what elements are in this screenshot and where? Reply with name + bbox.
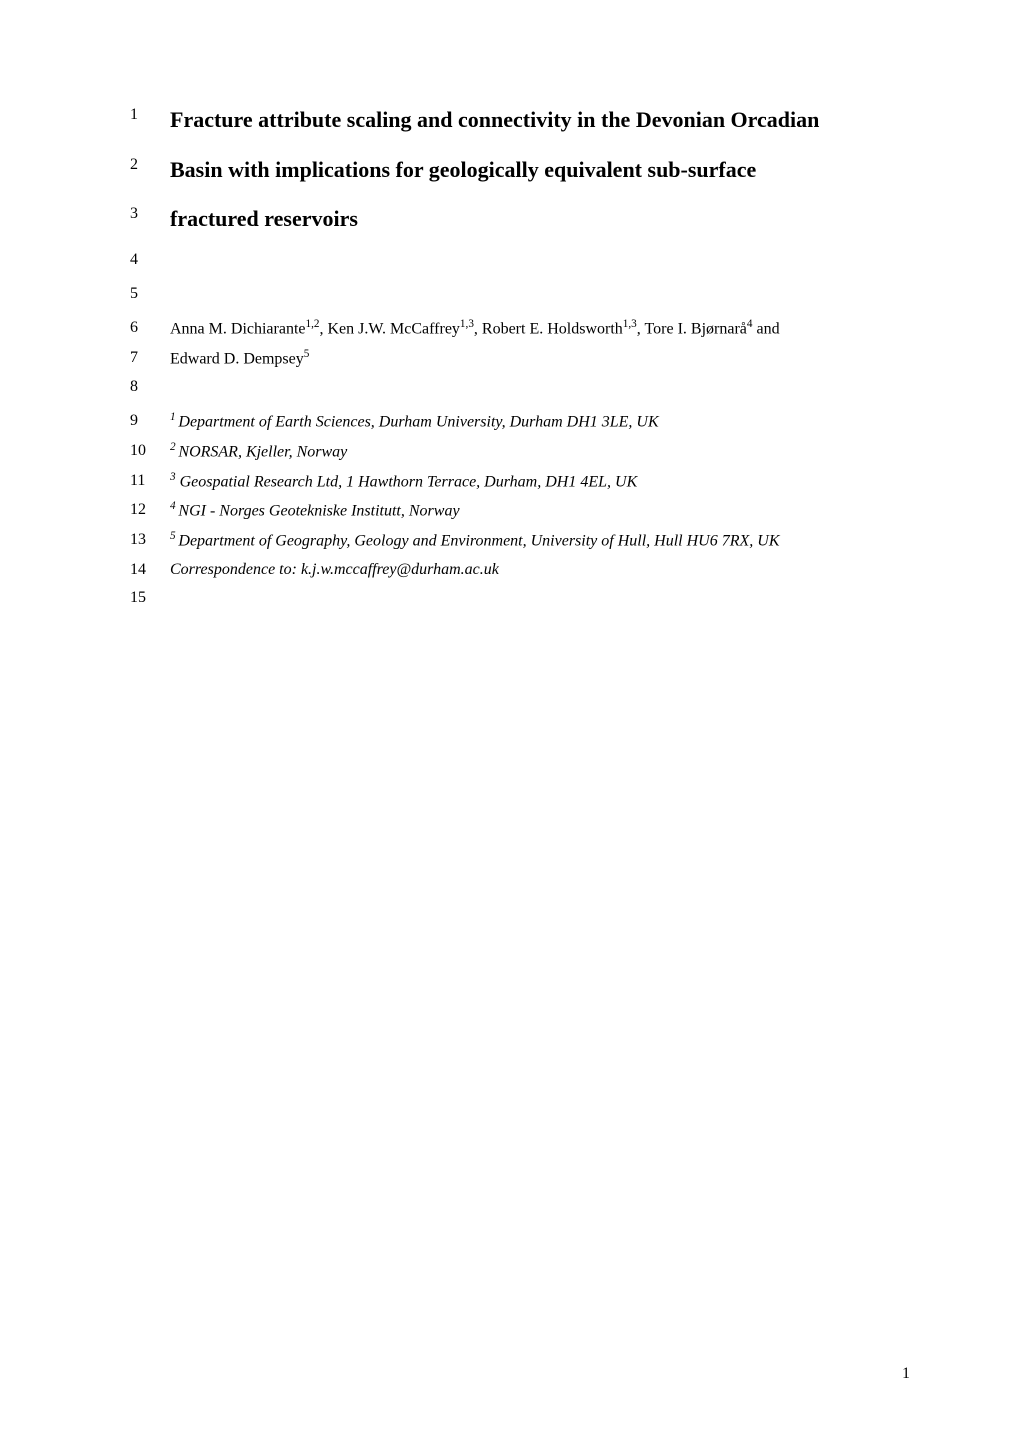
author-line-1: 6 Anna M. Dichiarante1,2, Ken J.W. McCaf… [130,317,910,341]
author-segment: and [752,320,779,337]
line-number: 9 [130,410,170,430]
author-segment: Anna M. Dichiarante [170,320,306,337]
page-number: 1 [902,1365,910,1383]
correspondence-text: Correspondence to: k.j.w.mccaffrey@durha… [170,559,910,581]
line-number: 2 [130,150,170,174]
line-number: 14 [130,559,170,579]
empty-line: 4 [130,249,910,277]
affiliation-body: Geospatial Research Ltd, 1 Hawthorn Terr… [176,473,638,490]
affiliation-text-2: 2 NORSAR, Kjeller, Norway [170,440,910,464]
affiliation-text-1: 1 Department of Earth Sciences, Durham U… [170,410,910,434]
affiliation-body: NORSAR, Kjeller, Norway [178,443,347,460]
empty-line: 8 [130,376,910,404]
title-line-1: 1 Fracture attribute scaling and connect… [130,100,910,140]
title-text-3: fractured reservoirs [170,199,910,239]
line-number: 11 [130,470,170,490]
author-segment: Edward D. Dempsey [170,350,304,367]
author-segment: , Ken J.W. McCaffrey [320,320,460,337]
line-number: 12 [130,499,170,519]
affiliation-line-5: 13 5 Department of Geography, Geology an… [130,529,910,553]
author-text-1: Anna M. Dichiarante1,2, Ken J.W. McCaffr… [170,317,910,341]
affiliation-text-5: 5 Department of Geography, Geology and E… [170,529,910,553]
title-text-2: Basin with implications for geologically… [170,150,910,190]
title-line-3: 3 fractured reservoirs [130,199,910,239]
line-number: 10 [130,440,170,460]
empty-line: 15 [130,587,910,615]
author-sup: 1,3 [460,318,474,330]
line-number: 8 [130,376,170,396]
author-line-2: 7 Edward D. Dempsey5 [130,347,910,371]
affiliation-line-1: 9 1 Department of Earth Sciences, Durham… [130,410,910,434]
line-number: 7 [130,347,170,367]
author-text-2: Edward D. Dempsey5 [170,347,910,371]
author-segment: , Robert E. Holdsworth [474,320,623,337]
author-segment: , Tore I. Bjørnarå [637,320,747,337]
affiliation-line-2: 10 2 NORSAR, Kjeller, Norway [130,440,910,464]
affiliation-body: Department of Geography, Geology and Env… [178,532,779,549]
title-text-1: Fracture attribute scaling and connectiv… [170,100,910,140]
affiliation-text-4: 4 NGI - Norges Geotekniske Institutt, No… [170,499,910,523]
affiliation-line-4: 12 4 NGI - Norges Geotekniske Institutt,… [130,499,910,523]
line-number: 1 [130,100,170,124]
line-number: 3 [130,199,170,223]
affiliation-line-3: 11 3 Geospatial Research Ltd, 1 Hawthorn… [130,470,910,494]
empty-line: 5 [130,283,910,311]
author-sup: 5 [304,348,310,360]
affiliation-body: NGI - Norges Geotekniske Institutt, Norw… [178,503,459,520]
line-number: 6 [130,317,170,337]
author-sup: 1,2 [306,318,320,330]
title-line-2: 2 Basin with implications for geological… [130,150,910,190]
line-number: 13 [130,529,170,549]
correspondence-line: 14 Correspondence to: k.j.w.mccaffrey@du… [130,559,910,581]
line-number: 4 [130,249,170,269]
author-sup: 1,3 [623,318,637,330]
line-number: 15 [130,587,170,607]
line-number: 5 [130,283,170,303]
affiliation-text-3: 3 Geospatial Research Ltd, 1 Hawthorn Te… [170,470,910,494]
affiliation-body: Department of Earth Sciences, Durham Uni… [178,414,658,431]
